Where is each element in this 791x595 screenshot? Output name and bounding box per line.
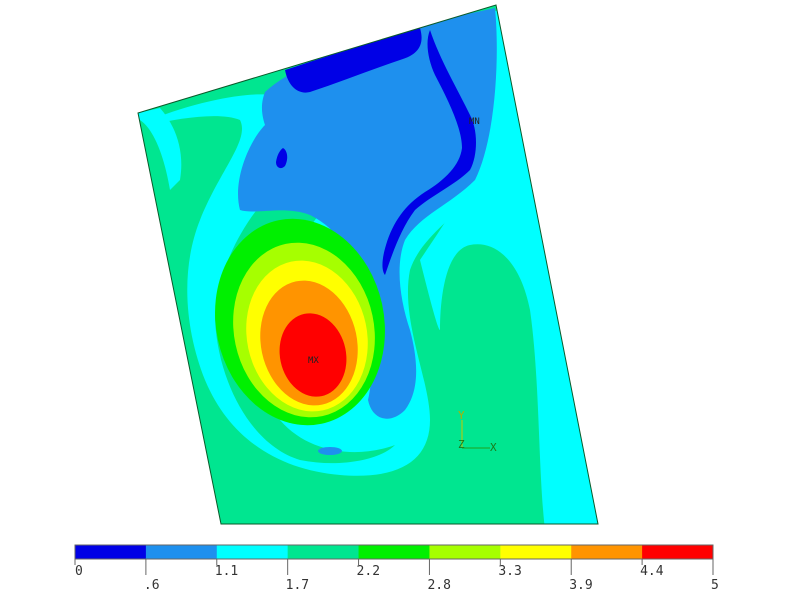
contour-island-bottom — [318, 447, 342, 455]
contour-band-0-left — [276, 148, 288, 169]
colorbar-tick-label: 2.2 — [357, 564, 380, 579]
colorbar-tick-label: 3.9 — [569, 578, 592, 593]
contour-band-0-right — [382, 30, 476, 275]
colorbar-legend: 0 .6 1.1 1.7 2.2 2.8 3.3 3.9 4.4 5 — [74, 544, 719, 593]
triad-y-label: Y — [458, 409, 465, 422]
colorbar-tick-label: 3.3 — [498, 564, 521, 579]
colorbar-tick-label: 2.8 — [427, 578, 450, 593]
colorbar-segment — [429, 545, 501, 559]
colorbar-segment — [571, 545, 643, 559]
colorbar-tick-label: 0 — [75, 564, 83, 579]
coordinate-triad: X Y Z — [458, 409, 497, 454]
contour-band-4.4 — [279, 313, 347, 397]
colorbar-segment — [358, 545, 430, 559]
max-marker: MX — [308, 356, 319, 366]
colorbar-tick-label: .6 — [144, 578, 160, 593]
colorbar-tick-label: 1.7 — [286, 578, 309, 593]
colorbar-segment — [287, 545, 360, 559]
colorbar-segment — [216, 545, 289, 559]
colorbar-tick-label: 5 — [711, 578, 719, 593]
colorbar-segment — [145, 545, 218, 559]
colorbar-tick-label: 4.4 — [640, 564, 664, 579]
triad-z-label: Z — [458, 438, 465, 451]
colorbar-segment — [500, 545, 572, 559]
contour-field — [138, 5, 598, 524]
triad-x-label: X — [490, 441, 497, 454]
colorbar-tick-label: 1.1 — [215, 564, 238, 579]
min-marker: MN — [469, 117, 480, 127]
colorbar-segment — [75, 545, 147, 559]
colorbar-segment — [642, 545, 714, 559]
contour-band-0.6 — [238, 8, 497, 419]
colorbar-frame — [74, 544, 714, 560]
contour-band-0-top — [285, 28, 422, 93]
contour-band-1.1-left-strip — [138, 108, 182, 190]
domain-outline — [137, 4, 599, 525]
